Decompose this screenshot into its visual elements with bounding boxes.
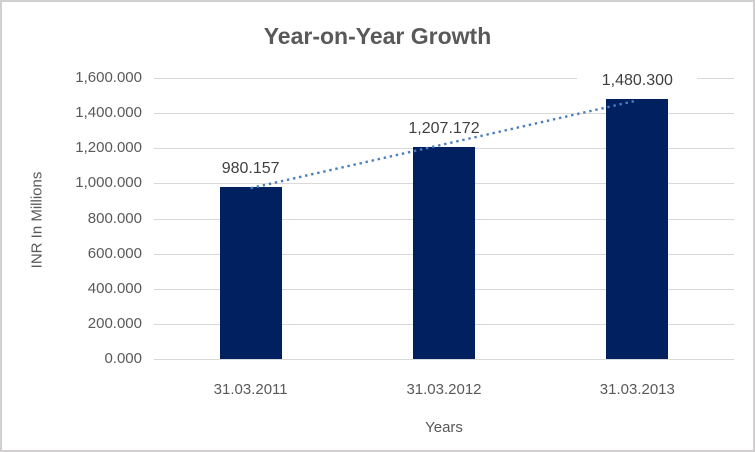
y-axis-tick-label: 1,400.000 bbox=[75, 104, 142, 122]
gridline bbox=[154, 359, 734, 360]
y-axis-tick-label: 200.000 bbox=[87, 314, 142, 332]
y-axis-tick-label: 1,200.000 bbox=[75, 139, 142, 157]
bar-data-label: 1,480.300 bbox=[577, 71, 698, 92]
y-axis-tick-label: 800.000 bbox=[87, 209, 142, 227]
y-axis-tick-label: 1,000.000 bbox=[75, 174, 142, 192]
x-axis-tick-label: 31.03.2011 bbox=[213, 381, 288, 398]
x-axis-tick-label: 31.03.2013 bbox=[599, 381, 675, 398]
y-axis-tick-label: 0.000 bbox=[104, 350, 142, 367]
chart-title: Year-on-Year Growth bbox=[263, 23, 492, 49]
bar bbox=[219, 186, 282, 359]
bar bbox=[413, 146, 475, 359]
bar-data-label: 1,207.172 bbox=[384, 118, 504, 139]
bar-data-label: 980.157 bbox=[190, 158, 311, 179]
gridline bbox=[154, 78, 734, 79]
y-axis-tick-label: 600.000 bbox=[87, 244, 142, 262]
bar bbox=[606, 99, 669, 359]
y-axis-tick-label: 400.000 bbox=[87, 279, 142, 297]
x-axis-tick-label: 31.03.2012 bbox=[406, 381, 482, 398]
y-axis-tick-label: 1,600.000 bbox=[75, 69, 142, 86]
x-axis-title: Years bbox=[425, 419, 463, 436]
